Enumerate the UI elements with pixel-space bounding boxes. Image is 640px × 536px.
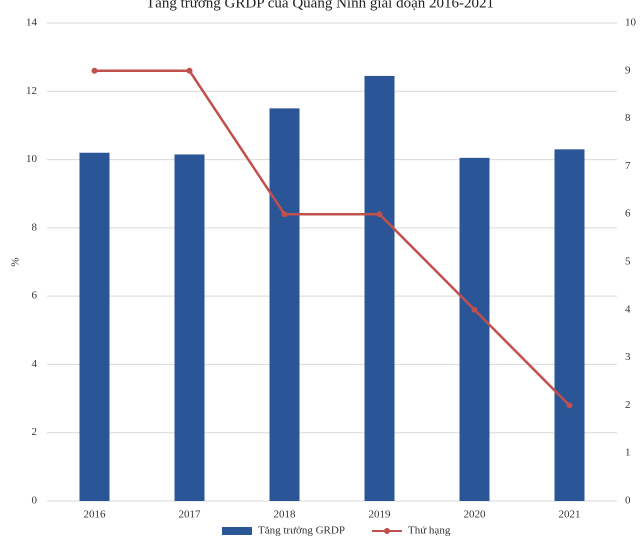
- y-axis-label: %: [10, 257, 22, 266]
- line-point: [566, 402, 573, 409]
- x-tick-label: 2016: [84, 509, 107, 521]
- bar: [79, 152, 110, 501]
- legend-label: Thứ hạng: [408, 525, 451, 536]
- y-tick-label: 14: [26, 17, 38, 29]
- line-point: [471, 306, 478, 313]
- line-point: [91, 67, 98, 74]
- y-tick-label: 2: [32, 426, 38, 438]
- y-tick-label: 0: [32, 495, 38, 507]
- y-tick-label: 4: [32, 358, 38, 370]
- bar: [269, 108, 300, 501]
- y2-tick-label: 9: [625, 64, 631, 76]
- y2-tick-label: 8: [625, 112, 631, 124]
- line-point: [186, 67, 193, 74]
- y2-tick-label: 5: [625, 256, 631, 268]
- line-point: [376, 211, 383, 218]
- y2-tick-label: 2: [625, 399, 631, 411]
- line-point: [281, 211, 288, 218]
- legend-label: Tăng trưởng GRDP: [258, 525, 345, 536]
- y2-tick-label: 1: [625, 447, 631, 459]
- bar: [174, 154, 205, 501]
- x-tick-label: 2020: [464, 509, 487, 521]
- bar: [554, 149, 585, 502]
- y2-tick-label: 3: [625, 351, 631, 363]
- y2-tick-label: 0: [625, 495, 631, 507]
- x-tick-label: 2018: [274, 509, 297, 521]
- x-tick-label: 2017: [179, 509, 202, 521]
- y2-tick-label: 7: [625, 160, 631, 172]
- y-tick-label: 8: [32, 221, 38, 233]
- legend-swatch: [384, 528, 390, 534]
- y2-tick-label: 4: [625, 303, 631, 315]
- y-tick-label: 12: [26, 85, 37, 97]
- bar: [364, 75, 395, 502]
- chart-title: Tăng trưởng GRDP của Quảng Ninh giai đoạ…: [146, 0, 494, 11]
- legend-swatch: [222, 527, 252, 535]
- y-tick-label: 6: [32, 290, 38, 302]
- y2-tick-label: 6: [625, 208, 631, 220]
- line: [94, 69, 571, 407]
- bar: [459, 157, 490, 501]
- x-tick-label: 2021: [559, 509, 581, 521]
- y2-tick-label: 10: [625, 17, 637, 29]
- x-tick-label: 2019: [369, 509, 392, 521]
- y-tick-label: 10: [26, 153, 38, 165]
